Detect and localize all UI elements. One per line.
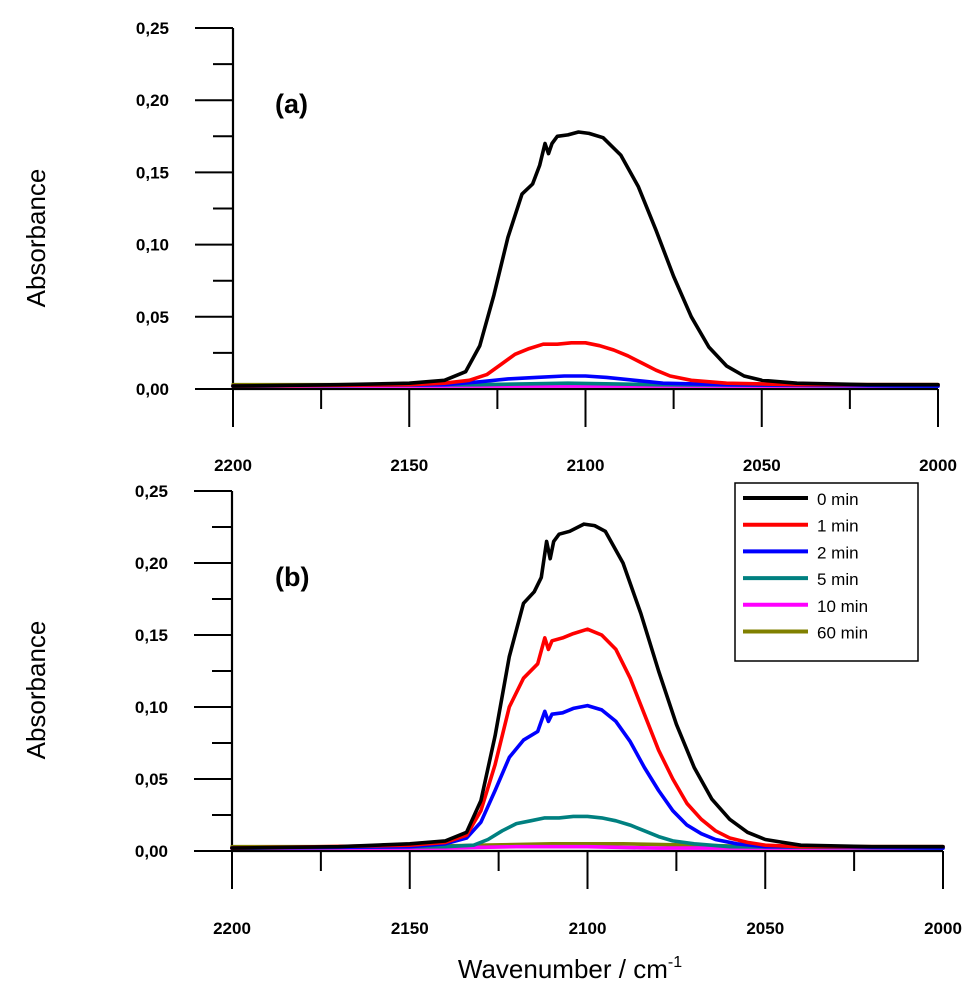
panel-a: Absorbance (a) 0,00 0,05 0,10 0,15 0,20 0,25 2… [21, 19, 957, 475]
panel-label-b: (b) [275, 562, 309, 592]
legend: 0 min 1 min 2 min 5 min 10 min 60 min [734, 482, 919, 662]
plot-area-a: 0,00 0,05 0,10 0,15 0,20 0,25 2200 2150 2100 2050… [136, 19, 957, 475]
x-tick-label-b: 2200 [213, 919, 251, 938]
y-tick-label-b: 0,00 [135, 842, 168, 861]
x-axis-title: Wavenumber / cm-1 [458, 954, 682, 984]
x-axis-title-text: Wavenumber / cm [458, 954, 668, 984]
y-tick-label-b: 0,10 [135, 698, 168, 717]
series-line-b-2-min [230, 703, 945, 850]
y-tick-label-a: 0,00 [136, 380, 169, 399]
x-tick-label-b: 2100 [569, 919, 607, 938]
series-group-a [231, 130, 940, 388]
legend-label: 0 min [817, 490, 859, 509]
y-tick-label-b: 0,25 [135, 482, 168, 501]
legend-label: 5 min [817, 570, 859, 589]
x-tick-label-b: 2150 [391, 919, 429, 938]
panel-label-a: (a) [275, 89, 308, 119]
series-line-a-1-min [231, 341, 940, 388]
series-line-b-0-min [230, 522, 945, 850]
x-tick-label-a: 2050 [743, 456, 781, 475]
x-tick-label-b: 2050 [746, 919, 784, 938]
y-tick-label-a: 0,15 [136, 163, 169, 182]
panel-b: Absorbance (b) 0,00 0,05 0,10 0,15 0,20 0,25 2… [21, 482, 962, 984]
x-tick-label-b: 2000 [924, 919, 962, 938]
x-tick-label-a: 2200 [214, 456, 252, 475]
y-tick-label-a: 0,05 [136, 308, 169, 327]
y-tick-label-b: 0,05 [135, 770, 168, 789]
x-axis-title-superscript: -1 [668, 954, 682, 971]
x-tick-label-a: 2000 [919, 456, 957, 475]
y-axis-title-a: Absorbance [21, 169, 51, 308]
series-line-b-5-min [230, 814, 945, 850]
y-tick-label-a: 0,20 [136, 91, 169, 110]
series-group-b [230, 522, 945, 850]
x-tick-label-a: 2100 [567, 456, 605, 475]
y-tick-label-a: 0,10 [136, 236, 169, 255]
x-tick-label-a: 2150 [390, 456, 428, 475]
y-tick-label-b: 0,20 [135, 554, 168, 573]
series-line-a-0-min [231, 130, 940, 388]
y-tick-label-b: 0,15 [135, 626, 168, 645]
legend-label: 1 min [817, 517, 859, 536]
series-line-b-1-min [230, 627, 945, 850]
plot-area-b: 0,00 0,05 0,10 0,15 0,20 0,25 2200 2150 2100 2050… [135, 482, 962, 938]
legend-label: 2 min [817, 543, 859, 562]
y-tick-label-a: 0,25 [136, 19, 169, 38]
legend-label: 10 min [817, 597, 868, 616]
y-axis-title-b: Absorbance [21, 621, 51, 760]
legend-label: 60 min [817, 624, 868, 643]
series-line-a-2-min [231, 374, 940, 388]
